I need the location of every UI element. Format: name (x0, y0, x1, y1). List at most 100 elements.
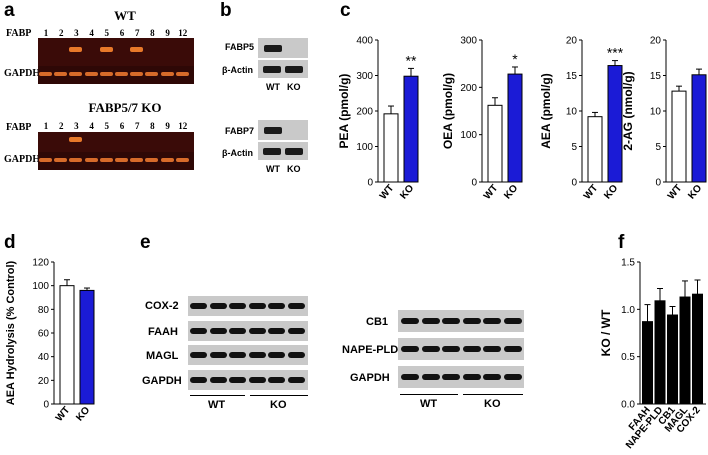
lane-number: 12 (178, 121, 188, 131)
western-band (229, 352, 246, 358)
western-band (442, 318, 460, 324)
y-axis-label: AEA Hydrolysis (% Control) (5, 260, 17, 405)
lane-number: 7 (134, 28, 140, 38)
panel-label-b: b (220, 0, 232, 21)
y-tick-label: 40 (38, 352, 50, 363)
gel-band (130, 158, 144, 162)
lane-number: 6 (119, 28, 125, 38)
y-tick-label: 120 (32, 258, 49, 269)
lane-number: 8 (150, 121, 155, 131)
gel-wt-row-gapdh: GAPDH (4, 68, 41, 79)
gel-band (130, 72, 144, 76)
y-tick-label: 5 (655, 142, 661, 153)
gel-band (115, 72, 128, 76)
western-band (503, 318, 522, 324)
western-band (421, 346, 440, 352)
y-tick-label: 20 (650, 36, 662, 47)
bar (642, 321, 653, 405)
y-tick-label: 100 (356, 142, 373, 153)
y-axis-label: OEA (pmol/g) (441, 73, 455, 149)
wb-e-cox2-label: COX-2 (145, 300, 179, 312)
western-band (268, 303, 285, 309)
western-band (268, 328, 285, 334)
gel-ko-title: FABP5/7 KO (88, 100, 162, 115)
significance-annotation: *** (607, 45, 624, 61)
bar (487, 104, 503, 183)
lane-number: 9 (165, 121, 170, 131)
western-band (483, 318, 501, 324)
gel-band (160, 158, 174, 162)
panel-label-a: a (4, 0, 15, 21)
gel-band (99, 47, 113, 52)
western-band (483, 374, 501, 380)
bar (691, 74, 707, 183)
y-tick-label: 0.0 (621, 400, 635, 411)
gel-band (175, 72, 189, 76)
bar (671, 90, 687, 183)
y-tick-label: 5 (571, 142, 577, 153)
western-band (209, 328, 227, 334)
western-band (503, 374, 522, 380)
significance-annotation: ** (406, 52, 417, 68)
x-tick-label: KO (398, 183, 416, 202)
gel-wt-title: WT (114, 8, 136, 23)
western-band (483, 346, 501, 352)
x-tick-label: WT (482, 183, 500, 202)
lane-number: 6 (119, 121, 125, 131)
lane-number: 4 (89, 28, 94, 38)
wb-e-faah-blot (188, 321, 308, 341)
lane-number: 8 (150, 28, 155, 38)
y-tick-label: 200 (460, 83, 477, 94)
bar (607, 65, 623, 183)
western-band (190, 377, 207, 383)
lane-number: 5 (104, 28, 110, 38)
bar (667, 314, 678, 405)
x-tick-label: WT (378, 183, 396, 202)
gel-band (145, 158, 159, 162)
wb-e-cb1-label: CB1 (366, 316, 389, 328)
gel-band (54, 158, 68, 162)
x-tick-label: KO (686, 183, 704, 202)
gel-band (145, 72, 159, 76)
wb-e-ko-right: KO (484, 398, 501, 410)
wb-b-fabp7-blot (258, 120, 308, 140)
wb-e-faah-label: FAAH (148, 326, 178, 338)
western-band (421, 374, 440, 380)
western-band (229, 303, 246, 309)
gel-band (39, 158, 52, 162)
wb-e-magl-blot (188, 345, 308, 365)
panel-label-d: d (4, 232, 16, 253)
lane-number: 12 (178, 28, 188, 38)
gel-band (99, 158, 113, 162)
y-axis-label: PEA (pmol/g) (337, 74, 351, 149)
wb-e-gapdh-blot-right (398, 366, 524, 388)
lane-number: 3 (74, 28, 79, 38)
wb-b-wt-1: WT (266, 82, 280, 92)
y-tick-label: 0 (655, 178, 661, 189)
lane-number: 1 (43, 121, 49, 131)
wb-b-actin1-label: β-Actin (222, 65, 253, 75)
lane-number: 9 (165, 28, 170, 38)
y-tick-label: 100 (32, 281, 49, 292)
western-band (190, 303, 207, 309)
wb-e-ko-line-left (250, 395, 308, 396)
western-band (190, 352, 207, 358)
y-axis-label: 2-AG (nmol/g) (621, 71, 635, 150)
western-band (287, 352, 305, 358)
western-band (287, 377, 305, 383)
y-tick-label: 300 (460, 36, 477, 47)
gel-band (69, 72, 83, 76)
wb-b-fabp5-blot (258, 38, 308, 58)
western-band (401, 346, 419, 352)
wb-e-gapdh-blot-left (188, 370, 308, 390)
wb-b-fabp5-label: FABP5 (225, 42, 255, 52)
western-band (287, 328, 305, 334)
western-band (268, 377, 285, 383)
y-tick-label: 15 (650, 71, 662, 82)
lane-number: 3 (74, 121, 79, 131)
western-band (248, 352, 266, 358)
wb-e-cox2-blot (188, 296, 308, 316)
western-band (190, 328, 207, 334)
y-tick-label: 10 (650, 107, 662, 118)
